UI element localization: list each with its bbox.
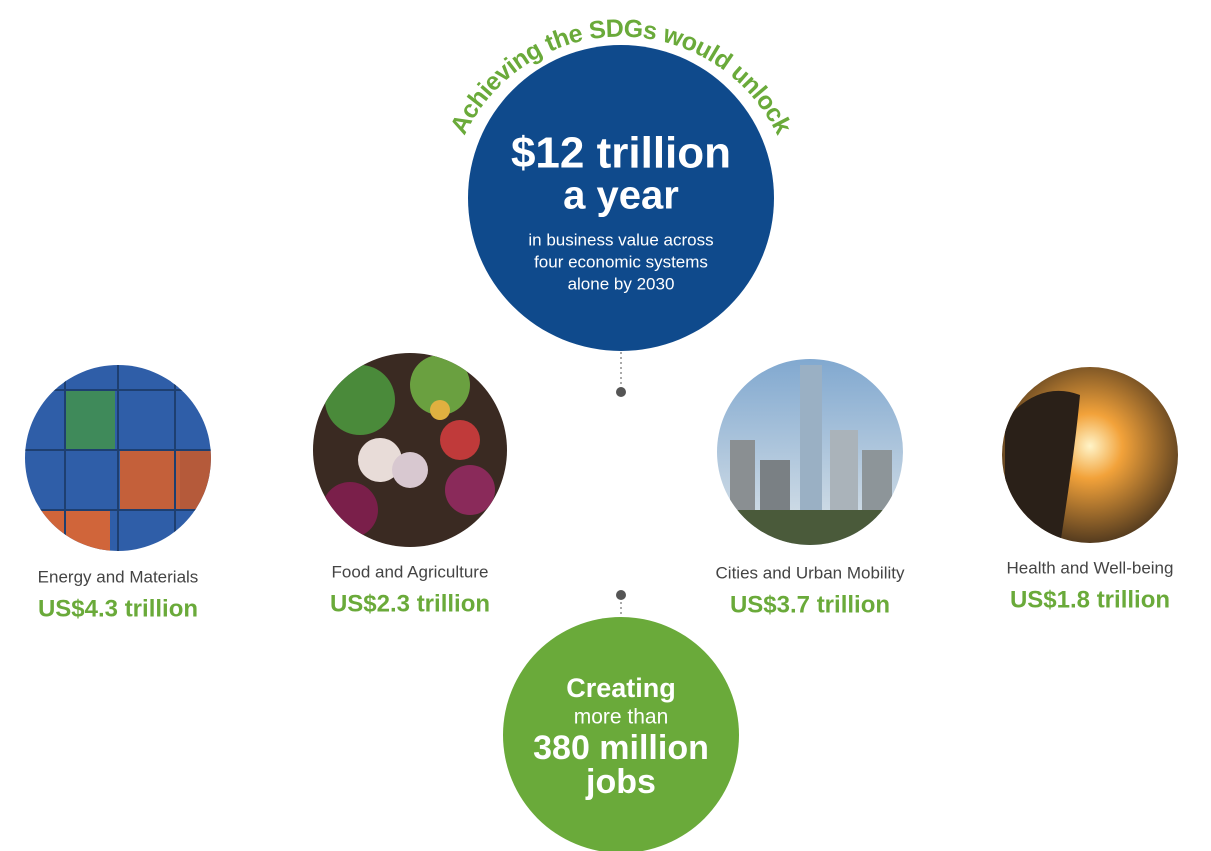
connector-dot [616,387,626,397]
system-value: US$1.8 trillion [1010,586,1170,613]
top-circle [468,45,774,351]
jobs-text: more than [574,706,669,729]
photo-city [717,359,903,545]
system-value: US$2.3 trillion [330,590,490,617]
photo-health [1002,367,1178,543]
system-value: US$4.3 trillion [38,595,198,622]
system-label: Energy and Materials [38,567,199,586]
system-label: Health and Well-being [1007,558,1174,577]
bottom-circle [503,617,739,851]
photo-food [313,353,507,547]
headline: a year [563,174,679,218]
systems: Energy and Materials US$4.3 trillion Foo… [38,558,1174,622]
photo-containers [25,365,211,551]
system-label: Cities and Urban Mobility [716,563,905,582]
body-text: alone by 2030 [568,274,675,293]
system-label: Food and Agriculture [332,562,489,581]
jobs-text: 380 million [533,729,709,767]
headline: $12 trillion [511,129,731,178]
jobs-text: Creating [566,673,676,703]
body-text: four economic systems [534,252,708,271]
system-value: US$3.7 trillion [730,591,890,618]
body-text: in business value across [528,230,713,249]
connector-dot [616,590,626,600]
jobs-text: jobs [585,763,656,801]
